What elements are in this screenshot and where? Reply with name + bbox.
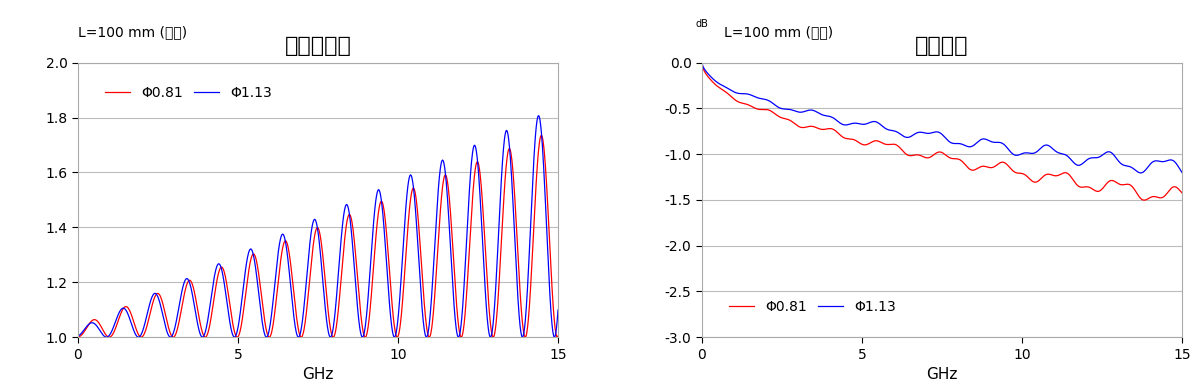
Φ1.13 <box>928 130 942 134</box>
Φ1.13 <box>1160 158 1175 163</box>
Φ1.13 <box>551 308 565 312</box>
Φ0.81 <box>292 328 306 333</box>
Φ0.81 <box>1162 189 1176 194</box>
Φ0.81 <box>454 335 468 339</box>
Line: Φ1.13: Φ1.13 <box>78 116 558 337</box>
Φ0.81 <box>534 133 548 138</box>
Φ1.13 <box>292 334 306 339</box>
Φ0.81 <box>1073 185 1087 189</box>
Line: Φ1.13: Φ1.13 <box>702 63 1182 173</box>
Title: 插入损失: 插入损失 <box>916 36 968 56</box>
Φ1.13 <box>1162 158 1176 163</box>
Title: 电压驻波比: 电压驻波比 <box>284 36 352 56</box>
Φ1.13 <box>695 60 709 65</box>
Φ0.81 <box>95 327 109 332</box>
Φ1.13 <box>292 335 306 339</box>
Φ1.13 <box>449 326 463 331</box>
Φ1.13 <box>916 130 930 135</box>
Text: L=100 mm (线束): L=100 mm (线束) <box>78 25 187 39</box>
Φ1.13 <box>305 227 319 232</box>
Φ0.81 <box>1160 190 1175 194</box>
Φ0.81 <box>916 154 930 159</box>
Legend: Φ0.81, Φ1.13: Φ0.81, Φ1.13 <box>100 81 277 106</box>
Φ0.81 <box>1175 191 1189 195</box>
Φ1.13 <box>538 182 552 187</box>
Line: Φ0.81: Φ0.81 <box>78 136 558 337</box>
Φ0.81 <box>928 151 942 156</box>
Φ0.81 <box>304 259 318 264</box>
Text: dB: dB <box>696 19 709 29</box>
Φ1.13 <box>538 177 552 182</box>
Φ1.13 <box>1134 171 1148 175</box>
Text: L=100 mm (线束): L=100 mm (线束) <box>724 25 833 39</box>
Φ1.13 <box>95 332 109 337</box>
Line: Φ0.81: Φ0.81 <box>702 63 1182 200</box>
Φ0.81 <box>538 152 552 157</box>
Φ0.81 <box>71 335 85 339</box>
X-axis label: GHz: GHz <box>302 367 334 382</box>
Φ1.13 <box>1073 163 1087 167</box>
Φ0.81 <box>551 334 565 338</box>
Φ0.81 <box>1138 198 1152 203</box>
Φ0.81 <box>719 90 733 95</box>
Φ0.81 <box>449 294 463 298</box>
Φ1.13 <box>71 334 85 339</box>
Φ1.13 <box>532 113 546 118</box>
Φ0.81 <box>538 150 552 154</box>
X-axis label: GHz: GHz <box>926 367 958 382</box>
Legend: Φ0.81, Φ1.13: Φ0.81, Φ1.13 <box>724 294 901 319</box>
Φ1.13 <box>1175 170 1189 175</box>
Φ0.81 <box>695 60 709 65</box>
Φ1.13 <box>719 85 733 90</box>
